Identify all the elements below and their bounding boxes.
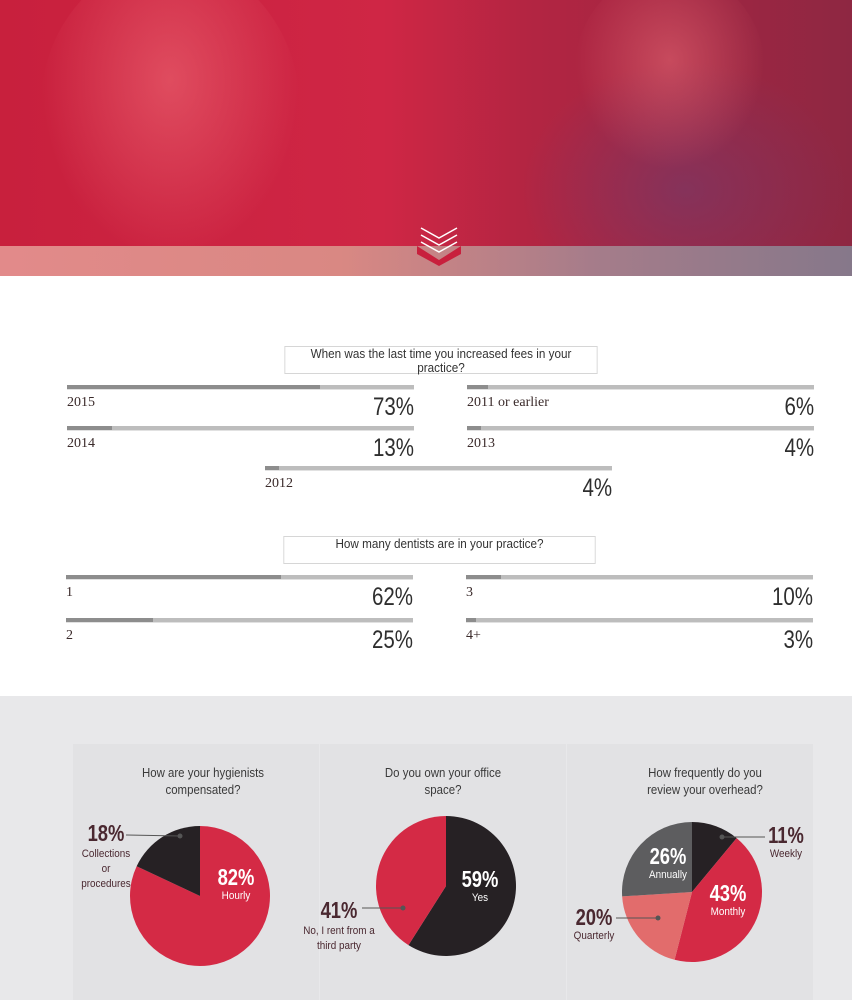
pie3-slice-annually <box>621 822 692 897</box>
bar-item: 2011 or earlier 6% <box>467 385 814 435</box>
pie2-label-yes: 59% Yes <box>461 866 499 904</box>
bar-item: 2015 73% <box>67 385 414 435</box>
bar-category-label: 3 <box>466 585 473 600</box>
pie3-label-annually: 26% Annually <box>649 843 687 881</box>
bar-underline <box>67 430 414 431</box>
bar-track <box>67 426 414 430</box>
bar-category-label: 2013 <box>467 436 495 451</box>
bar-underline <box>67 389 414 390</box>
pie3-label-monthly: 43% Monthly <box>709 880 747 918</box>
bar-fill <box>466 618 477 622</box>
bar-category-label: 2011 or earlier <box>467 395 549 410</box>
bar-fill <box>67 426 113 430</box>
bar-underline <box>467 389 814 390</box>
bar-value-label: 10% <box>771 583 813 611</box>
bar-track <box>467 385 814 389</box>
bar-underline <box>466 622 813 623</box>
bar-fill <box>467 426 481 430</box>
hero-photo-left-figure <box>40 0 300 260</box>
pie3-leader-weekly-dot <box>719 834 725 840</box>
pie-charts <box>125 816 765 966</box>
bar-category-label: 2014 <box>67 436 95 451</box>
bar-fill <box>66 618 153 622</box>
dentists-question-title: How many dentists are in your practice? <box>283 536 596 564</box>
bar-item: 3 10% <box>466 575 813 625</box>
bar-underline <box>66 579 413 580</box>
pie1-slice-hourly <box>130 826 271 966</box>
pie2-slice-rent <box>376 816 446 946</box>
bar-track <box>265 466 612 470</box>
bar-track <box>467 426 814 430</box>
bar-underline <box>467 430 814 431</box>
bar-underline <box>265 470 612 471</box>
bar-value-label: 25% <box>371 626 413 654</box>
chevron-down-icon[interactable] <box>415 222 463 266</box>
bar-item: 2 25% <box>66 618 413 668</box>
bar-track <box>466 575 813 579</box>
bar-underline <box>66 622 413 623</box>
pie3-leader-quarterly-dot <box>655 915 661 921</box>
bar-track <box>66 618 413 622</box>
bar-fill <box>265 466 279 470</box>
bar-value-label: 73% <box>372 393 414 421</box>
pie-section: How are your hygienists compensated? Do … <box>0 696 852 1000</box>
pie1-leader <box>125 834 181 837</box>
bar-value-label: 4% <box>582 474 612 502</box>
bar-fill <box>466 575 501 579</box>
bar-value-label: 3% <box>783 626 813 654</box>
hero-band <box>0 246 852 276</box>
bar-value-label: 13% <box>372 434 414 462</box>
pie3-label-quarterly: 20% Quarterly <box>573 904 615 942</box>
pie3-slice-weekly <box>692 822 737 892</box>
hero-photo-right-face <box>575 0 765 170</box>
bar-value-label: 6% <box>784 393 814 421</box>
bar-category-label: 2015 <box>67 395 95 410</box>
bar-category-label: 1 <box>66 585 73 600</box>
pie3-slice-quarterly <box>622 892 692 960</box>
bar-fill <box>467 385 488 389</box>
bar-value-label: 4% <box>784 434 814 462</box>
pie-title-overhead: How frequently do you review your overhe… <box>647 765 763 797</box>
bar-category-label: 2012 <box>265 476 293 491</box>
bar-category-label: 4+ <box>466 628 481 643</box>
hero-banner <box>0 0 852 276</box>
bar-fill <box>66 575 282 579</box>
pie2-label-rent: 41% No, I rent from a third party <box>303 897 375 953</box>
bar-value-label: 62% <box>371 583 413 611</box>
pie1-slice-collections <box>136 826 200 896</box>
bar-underline <box>466 579 813 580</box>
pie1-leader-dot <box>177 833 183 839</box>
bar-item: 2014 13% <box>67 426 414 476</box>
bar-track <box>466 618 813 622</box>
pie-title-hygienists: How are your hygienists compensated? <box>141 765 265 797</box>
pie3-slice-monthly <box>674 838 762 962</box>
bar-item: 1 62% <box>66 575 413 625</box>
fees-question-title: When was the last time you increased fee… <box>284 346 598 375</box>
pie2-slice-yes <box>408 816 516 956</box>
bar-category-label: 2 <box>66 628 73 643</box>
pie2-leader-dot <box>400 905 406 911</box>
bar-item: 2012 4% <box>265 466 612 516</box>
pie1-label-hourly: 82% Hourly <box>217 864 255 902</box>
pie-title-office: Do you own your office space? <box>384 765 502 797</box>
pie3-label-weekly: 11% Weekly <box>768 822 804 860</box>
bar-item: 2013 4% <box>467 426 814 476</box>
pie1-label-collections: 18% Collections or procedures <box>81 820 131 891</box>
bar-item: 4+ 3% <box>466 618 813 668</box>
bar-fill <box>67 385 321 389</box>
